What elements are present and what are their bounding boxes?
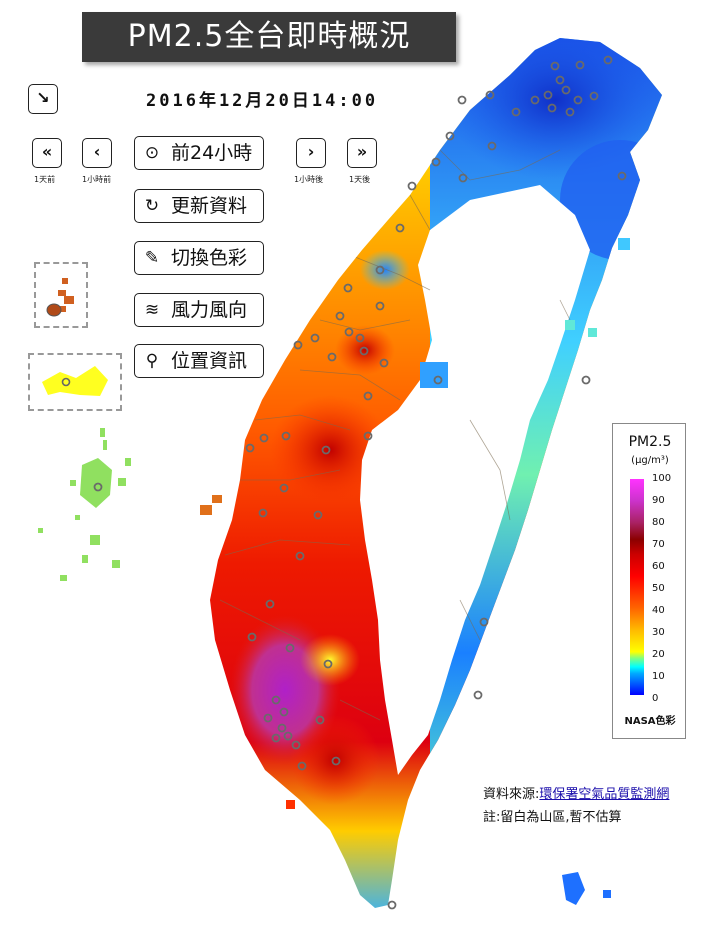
location-info-button[interactable]: ⚲ 位置資訊 bbox=[134, 344, 264, 378]
note-text: 註:留白為山區,暫不估算 bbox=[483, 810, 622, 825]
next-hour-caption: 1小時後 bbox=[294, 175, 324, 184]
legend-tick: 20 bbox=[652, 649, 665, 660]
wind-label: 風力風向 bbox=[171, 298, 248, 321]
legend-footer: NASA色彩 bbox=[624, 716, 676, 727]
refresh-icon: ↻ bbox=[144, 195, 160, 216]
map-marker-icon: ⚲ bbox=[145, 350, 159, 371]
paint-brush-icon: ✎ bbox=[144, 247, 160, 268]
prev-day-button[interactable]: « bbox=[32, 138, 62, 168]
wind-button[interactable]: ≋ 風力風向 bbox=[134, 293, 264, 327]
legend-tick: 60 bbox=[652, 561, 665, 572]
chevron-left-icon: ‹ bbox=[93, 142, 101, 161]
legend-tick: 90 bbox=[652, 495, 665, 506]
double-chevron-right-icon: » bbox=[356, 142, 368, 161]
legend-tick: 40 bbox=[652, 605, 665, 616]
expand-button[interactable]: ↘ bbox=[28, 84, 58, 114]
color-legend: PM2.5 (μg/m³) 100 90 80 70 60 50 40 30 2… bbox=[612, 423, 686, 739]
kinmen-inset[interactable] bbox=[28, 353, 122, 411]
legend-tick: 30 bbox=[652, 627, 665, 638]
arrow-down-right-icon: ↘ bbox=[36, 88, 50, 107]
page-title: PM2.5全台即時概況 bbox=[82, 12, 456, 62]
past-24h-button[interactable]: ⊙ 前24小時 bbox=[134, 136, 264, 170]
next-hour-button[interactable]: › bbox=[296, 138, 326, 168]
prev-hour-button[interactable]: ‹ bbox=[82, 138, 112, 168]
legend-tick: 100 bbox=[652, 473, 672, 484]
data-source-label: 資料來源: bbox=[483, 787, 540, 802]
legend-tick: 80 bbox=[652, 517, 665, 528]
next-day-caption: 1天後 bbox=[349, 175, 371, 184]
legend-tick: 50 bbox=[652, 583, 665, 594]
refresh-data-label: 更新資料 bbox=[171, 194, 248, 217]
prev-day-caption: 1天前 bbox=[34, 175, 56, 184]
past-24h-label: 前24小時 bbox=[171, 141, 253, 164]
double-chevron-left-icon: « bbox=[41, 142, 53, 161]
switch-colors-button[interactable]: ✎ 切換色彩 bbox=[134, 241, 264, 275]
prev-hour-caption: 1小時前 bbox=[82, 175, 112, 184]
legend-tick: 0 bbox=[652, 693, 659, 704]
chevron-right-icon: › bbox=[307, 142, 315, 161]
legend-color-bar bbox=[630, 479, 644, 695]
legend-title: PM2.5 bbox=[628, 434, 672, 450]
switch-colors-label: 切換色彩 bbox=[171, 246, 248, 269]
refresh-data-button[interactable]: ↻ 更新資料 bbox=[134, 189, 264, 223]
data-source: 資料來源:環保署空氣品質監測網 bbox=[483, 783, 669, 802]
location-info-label: 位置資訊 bbox=[171, 349, 248, 372]
matsu-inset[interactable] bbox=[34, 262, 88, 328]
legend-tick: 10 bbox=[652, 671, 665, 682]
next-day-button[interactable]: » bbox=[347, 138, 377, 168]
play-circle-icon: ⊙ bbox=[144, 142, 160, 163]
data-source-link[interactable]: 環保署空氣品質監測網 bbox=[539, 787, 670, 802]
data-timestamp: 2016年12月20日14:00 bbox=[146, 91, 379, 111]
legend-tick: 70 bbox=[652, 539, 665, 550]
legend-unit: (μg/m³) bbox=[631, 455, 669, 466]
wind-icon: ≋ bbox=[144, 299, 160, 320]
